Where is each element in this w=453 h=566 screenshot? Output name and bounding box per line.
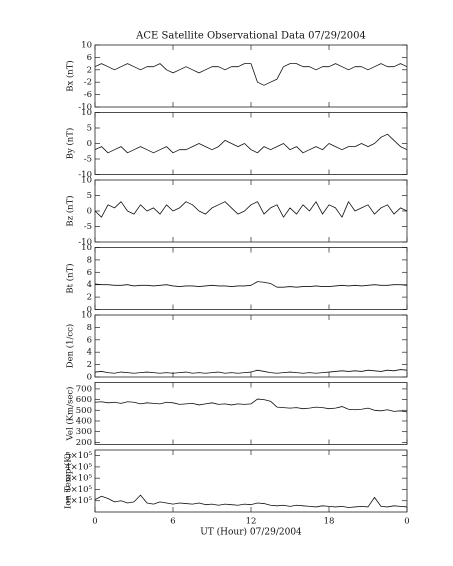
y-axis-label: Ion Temp (K) — [63, 453, 74, 509]
y-tick-label: 6 — [87, 335, 92, 345]
y-axis-label: Bt (nT) — [65, 263, 76, 293]
y-tick-label: 10 — [81, 243, 92, 253]
y-tick-label: 10 — [81, 41, 92, 51]
x-tick-label: 6 — [170, 517, 175, 527]
data-line — [94, 201, 408, 218]
y-tick-label: 5×10⁵ — [65, 451, 92, 461]
y-tick-label: 2 — [87, 360, 92, 370]
y-tick-label: 0 — [87, 373, 92, 383]
panel-frame — [94, 382, 408, 445]
y-tick-label: 2×10⁵ — [65, 485, 92, 495]
y-tick-label: 8 — [87, 255, 92, 265]
y-tick-label: -5 — [84, 155, 92, 165]
y-tick-label: 200 — [76, 438, 92, 448]
y-tick-label: 5 — [87, 191, 92, 201]
y-tick-label: 600 — [76, 395, 92, 405]
x-tick-label: 12 — [246, 517, 257, 527]
y-axis-label: Bz (nT) — [65, 195, 76, 226]
panel-frame — [94, 449, 408, 513]
data-line — [94, 133, 408, 154]
panel-frame — [94, 112, 408, 175]
y-tick-label: 10 — [81, 108, 92, 118]
y-tick-label: 2 — [87, 293, 92, 303]
data-line — [94, 63, 408, 86]
panel-frame — [94, 44, 408, 108]
y-tick-label: 300 — [76, 427, 92, 437]
y-tick-label: 10 — [81, 176, 92, 186]
y-axis-label: Den (1/cc) — [65, 324, 76, 368]
y-tick-label: 4×10⁵ — [65, 462, 92, 472]
y-tick-label: -10 — [78, 103, 92, 113]
y-tick-label: 0 — [87, 305, 92, 315]
y-tick-label: 3×10⁵ — [65, 474, 92, 484]
y-tick-label: -6 — [84, 90, 92, 100]
chart-title: ACE Satellite Observational Data 07/29/2… — [135, 31, 366, 42]
x-tick-label: 0 — [404, 517, 409, 527]
y-tick-label: 500 — [76, 406, 92, 416]
panel-frame — [94, 247, 408, 310]
y-tick-label: 1×10⁵ — [65, 496, 92, 506]
y-tick-label: 2 — [87, 65, 92, 75]
data-line — [94, 281, 408, 288]
panel-frame — [94, 314, 408, 378]
y-axis-label: By (nT) — [65, 128, 76, 160]
y-tick-label: -5 — [84, 222, 92, 232]
y-tick-label: 6 — [87, 53, 92, 63]
y-tick-label: 700 — [76, 384, 92, 394]
y-tick-label: -10 — [78, 238, 92, 248]
data-line — [94, 398, 408, 413]
data-line — [94, 494, 408, 508]
y-tick-label: 5 — [87, 124, 92, 134]
y-tick-label: 10 — [81, 311, 92, 321]
x-tick-label: 18 — [324, 517, 335, 527]
y-tick-label: -2 — [84, 78, 92, 88]
y-tick-label: 0 — [87, 139, 92, 149]
y-tick-label: -10 — [78, 170, 92, 180]
x-tick-label: 0 — [92, 517, 97, 527]
data-line — [94, 369, 408, 374]
y-axis-label: Bx (nT) — [65, 60, 76, 92]
y-tick-label: 400 — [76, 416, 92, 426]
y-tick-label: 8 — [87, 323, 92, 333]
y-tick-label: 4 — [87, 280, 92, 290]
y-tick-label: 4 — [87, 348, 92, 358]
panel-frame — [94, 179, 408, 243]
y-axis-label: Vel (Km/sec) — [65, 387, 76, 442]
x-axis-label: UT (Hour) 07/29/2004 — [200, 527, 302, 538]
y-tick-label: 0 — [87, 207, 92, 217]
y-tick-label: 6 — [87, 268, 92, 278]
